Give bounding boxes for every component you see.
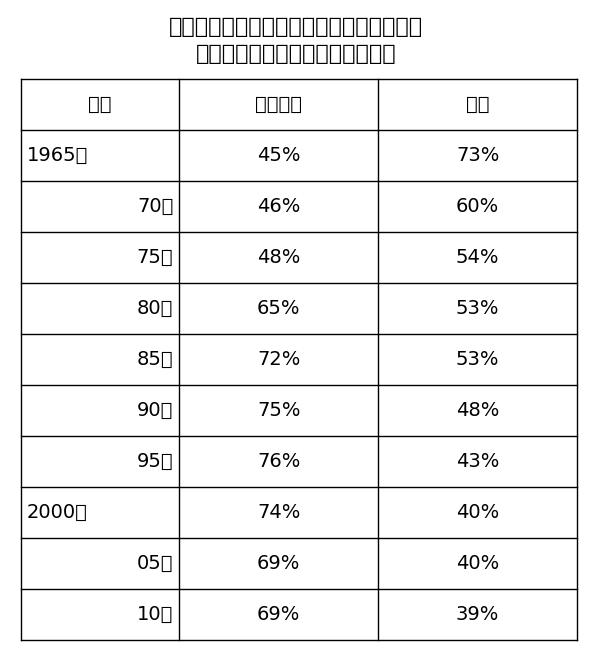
Text: 76%: 76%	[257, 452, 300, 471]
Text: 05年: 05年	[137, 554, 173, 573]
Text: 1965年: 1965年	[27, 146, 88, 165]
Text: 40%: 40%	[456, 503, 499, 522]
Text: 73%: 73%	[456, 146, 499, 165]
Text: 69%: 69%	[257, 554, 300, 573]
Text: 80年: 80年	[137, 299, 173, 318]
Text: 85年: 85年	[137, 350, 173, 369]
Text: 48%: 48%	[456, 401, 499, 420]
Text: 90年: 90年	[137, 401, 173, 420]
Text: （農林水産省食料需給表による）: （農林水産省食料需給表による）	[196, 45, 396, 64]
Text: 10年: 10年	[137, 605, 173, 624]
Text: 95年: 95年	[137, 452, 173, 471]
Text: 43%: 43%	[456, 452, 499, 471]
Text: 39%: 39%	[456, 605, 499, 624]
Text: 日本: 日本	[466, 95, 490, 114]
Text: 65%: 65%	[257, 299, 300, 318]
Text: 45%: 45%	[257, 146, 300, 165]
Text: 60%: 60%	[456, 197, 499, 216]
Text: 40%: 40%	[456, 554, 499, 573]
Text: 53%: 53%	[456, 350, 499, 369]
Text: 72%: 72%	[257, 350, 300, 369]
Text: 53%: 53%	[456, 299, 499, 318]
Text: 74%: 74%	[257, 503, 300, 522]
Text: 48%: 48%	[257, 248, 300, 267]
Text: 75%: 75%	[257, 401, 300, 420]
Text: 46%: 46%	[257, 197, 300, 216]
Text: 2000年: 2000年	[27, 503, 88, 522]
Text: 69%: 69%	[257, 605, 300, 624]
Text: 【表】イギリスと日本の食料自給率の推移: 【表】イギリスと日本の食料自給率の推移	[169, 17, 423, 37]
Text: 75年: 75年	[137, 248, 173, 267]
Text: 54%: 54%	[456, 248, 499, 267]
Text: 年代: 年代	[88, 95, 112, 114]
Text: 70年: 70年	[137, 197, 173, 216]
Text: イギリス: イギリス	[255, 95, 302, 114]
